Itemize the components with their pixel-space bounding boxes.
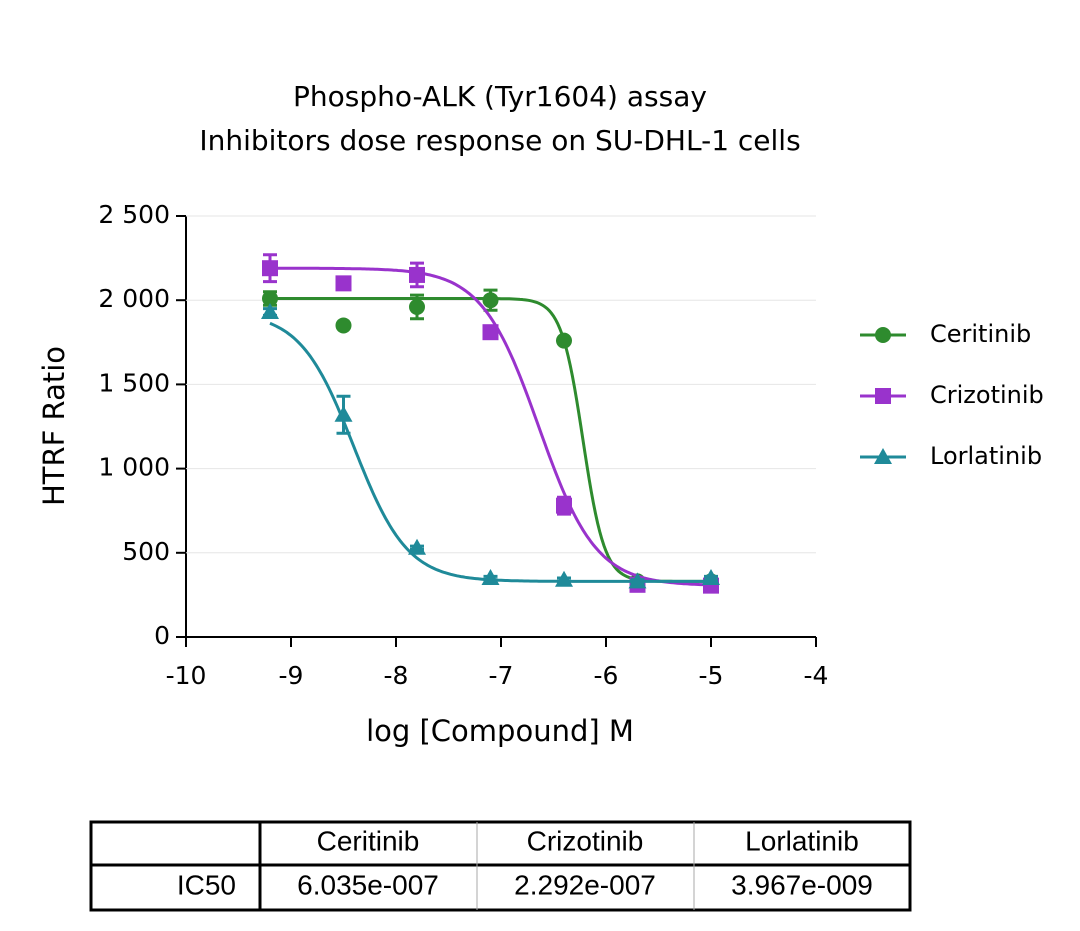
x-axis-label: log [Compound] M (366, 714, 634, 748)
legend-label: Crizotinib (930, 381, 1044, 409)
y-axis-label: HTRF Ratio (37, 346, 71, 506)
x-tick-label: -8 (384, 661, 409, 690)
x-tick-label: -6 (594, 661, 619, 690)
table-cell: 2.292e-007 (514, 869, 656, 900)
fit-curve (270, 297, 711, 583)
point (556, 497, 572, 514)
table-cell: 3.967e-009 (731, 869, 873, 900)
table-cell: 6.035e-007 (297, 869, 439, 900)
legend-marker (874, 448, 892, 464)
point (702, 569, 720, 586)
point (409, 298, 425, 315)
y-tick-label: 0 (154, 621, 170, 650)
table-row-label: IC50 (177, 869, 236, 900)
x-tick-label: -9 (279, 661, 304, 690)
y-tick-label: 2 500 (98, 200, 170, 229)
point (261, 302, 279, 319)
point (262, 260, 278, 277)
point (334, 405, 353, 422)
point (556, 332, 572, 349)
point (482, 324, 499, 341)
table-header: Lorlatinib (745, 825, 859, 856)
table-header: Ceritinib (317, 825, 420, 856)
chart-title: Phospho-ALK (Tyr1604) assay (293, 80, 707, 113)
point (409, 266, 425, 283)
point (335, 275, 352, 292)
y-tick-label: 1 500 (98, 368, 170, 397)
point (481, 569, 500, 586)
chart-subtitle: Inhibitors dose response on SU-DHL-1 cel… (199, 124, 800, 157)
point (482, 292, 499, 309)
point (408, 538, 426, 555)
x-tick-label: -4 (804, 661, 829, 690)
fit-curve (269, 321, 711, 583)
y-tick-label: 1 000 (98, 453, 170, 482)
point (555, 570, 573, 587)
point (335, 317, 352, 334)
legend-label: Ceritinib (930, 320, 1031, 348)
point (628, 572, 647, 589)
legend-marker (875, 327, 891, 343)
legend-marker (875, 388, 891, 404)
x-tick-label: -10 (166, 661, 207, 690)
y-tick-label: 2 000 (98, 284, 170, 313)
table-header: Crizotinib (527, 825, 644, 856)
point (262, 290, 278, 307)
x-tick-label: -5 (699, 661, 724, 690)
legend-label: Lorlatinib (930, 442, 1042, 470)
y-tick-label: 500 (122, 537, 170, 566)
x-tick-label: -7 (489, 661, 514, 690)
fit-curve (270, 266, 712, 587)
